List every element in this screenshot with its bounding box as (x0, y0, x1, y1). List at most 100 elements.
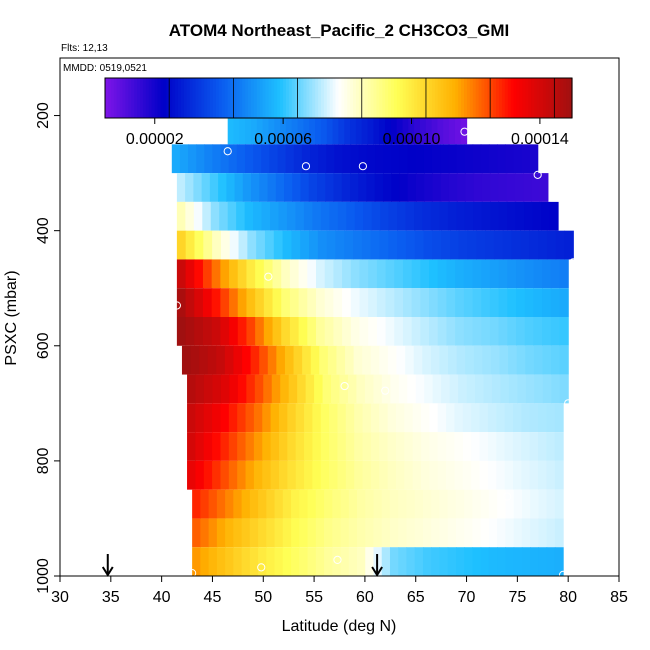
heatmap-cell (460, 115, 468, 145)
heatmap-cell (192, 547, 201, 576)
heatmap-cell (496, 403, 506, 433)
colorbar-segment (195, 78, 199, 118)
heatmap-cell (272, 288, 282, 317)
heatmap-cell (356, 374, 366, 404)
heatmap-cell (487, 403, 497, 433)
colorbar-segment (198, 78, 202, 118)
colorbar-segment (464, 78, 468, 118)
heatmap-cell (357, 489, 366, 519)
heatmap-cell (249, 489, 259, 519)
heatmap-cell (212, 374, 222, 404)
heatmap-cell (364, 374, 374, 404)
colorbar-segment (388, 78, 392, 118)
x-tick-label: 35 (102, 589, 120, 606)
colorbar-segment (300, 78, 305, 118)
heatmap-cell (365, 547, 375, 576)
heatmap-cell (333, 288, 343, 317)
heatmap-cell (298, 317, 308, 346)
heatmap-cell (301, 144, 311, 174)
flight-point (301, 162, 311, 171)
heatmap-cell (220, 144, 230, 174)
colorbar-segment (180, 78, 185, 118)
colorbar-segment (105, 78, 109, 118)
y-tick-label: 1000 (35, 558, 52, 594)
colorbar-segment (236, 78, 240, 118)
heatmap-cell (363, 201, 373, 231)
heatmap-cell (520, 230, 530, 260)
heatmap-cell (253, 144, 262, 174)
heatmap-cell (280, 374, 290, 404)
heatmap-cell (379, 432, 389, 461)
heatmap-cell (394, 259, 404, 289)
colorbar-segment (227, 78, 232, 118)
heatmap-cell (255, 317, 265, 346)
heatmap-cell (429, 317, 439, 346)
heatmap-cell (524, 288, 534, 317)
heatmap-cell (209, 173, 219, 202)
heatmap-cell (538, 547, 548, 576)
heatmap-cell (348, 547, 358, 576)
heatmap-cell (512, 432, 522, 461)
colorbar-segment (183, 78, 188, 118)
heatmap-cell (324, 317, 335, 346)
colorbar-segment (233, 78, 237, 118)
heatmap-cell (245, 460, 255, 490)
heatmap-cell (542, 288, 552, 317)
heatmap-cell (298, 288, 308, 317)
heatmap-cell (216, 518, 226, 548)
heatmap-cell (384, 115, 392, 145)
heatmap-cell (380, 201, 390, 231)
heatmap-cell (373, 489, 383, 519)
heatmap-cell (195, 432, 205, 461)
colorbar-segment (110, 78, 115, 118)
heatmap-cell (559, 345, 569, 375)
heatmap-cell (332, 489, 342, 519)
x-tick-label: 50 (254, 589, 272, 606)
heatmap-cell (491, 374, 502, 404)
heatmap-cell (237, 288, 248, 317)
heatmap-cell (431, 547, 441, 576)
heatmap-cell (507, 259, 517, 289)
heatmap-cell (256, 230, 266, 260)
heatmap-cell (389, 547, 399, 576)
heatmap-cell (297, 374, 307, 404)
heatmap-cell (295, 460, 305, 490)
heatmap-cell (316, 259, 326, 289)
heatmap-cell (471, 460, 481, 490)
heatmap-cell (523, 173, 532, 202)
heatmap-cell (282, 489, 292, 519)
heatmap-cell (278, 460, 288, 490)
heatmap-cell (559, 259, 569, 289)
heatmap-cell (422, 201, 432, 231)
heatmap-cell (220, 432, 230, 461)
heatmap-cell (270, 403, 280, 433)
flight-point (358, 162, 367, 171)
heatmap-cell (411, 317, 421, 346)
heatmap-cell (287, 460, 297, 490)
colorbar-segment (455, 78, 459, 118)
heatmap-cell (247, 230, 257, 260)
heatmap-cell (517, 374, 527, 404)
colorbar: 0.00002 0.00006 0.00010 0.00014 (104, 77, 573, 148)
colorbar-segment (297, 78, 302, 118)
heatmap-cell (507, 288, 517, 317)
heatmap-cell (462, 403, 472, 433)
heatmap-cell (446, 317, 456, 346)
heatmap-cell (299, 489, 309, 519)
heatmap-cell (456, 201, 466, 231)
colorbar-segment (367, 78, 372, 118)
colorbar-segment (250, 78, 255, 118)
heatmap-cell (525, 374, 535, 404)
heatmap-cell (193, 201, 203, 231)
colorbar-segment (271, 78, 275, 118)
heatmap-cell (281, 317, 291, 346)
heatmap-cell (220, 403, 230, 433)
heatmap-cell (549, 201, 559, 231)
heatmap-cell (202, 259, 213, 289)
heatmap-cell (350, 259, 361, 289)
colorbar-segment (306, 78, 310, 118)
heatmap-cell (448, 173, 458, 202)
plot-frame (59, 57, 620, 577)
colorbar-segment (434, 78, 439, 118)
heatmap-cell (538, 230, 548, 260)
